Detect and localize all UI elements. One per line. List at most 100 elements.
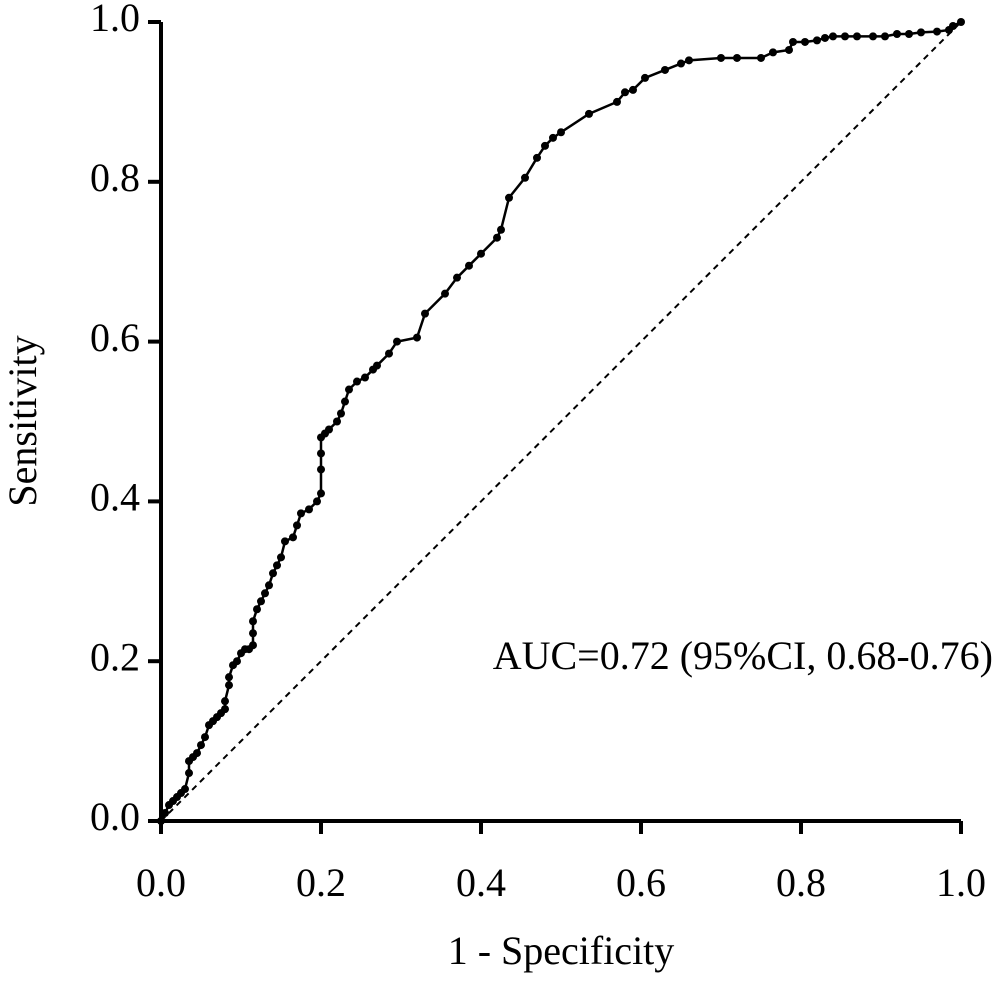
roc-point <box>317 465 325 474</box>
roc-point <box>733 53 741 62</box>
roc-point <box>185 769 193 778</box>
roc-point <box>253 605 261 614</box>
roc-point <box>261 589 269 598</box>
roc-point <box>201 733 209 742</box>
roc-point <box>829 32 837 41</box>
roc-point <box>341 397 349 406</box>
roc-point <box>613 97 621 106</box>
roc-point <box>181 785 189 794</box>
roc-point <box>249 617 257 626</box>
roc-point <box>497 225 505 234</box>
roc-point <box>881 32 889 41</box>
roc-point <box>333 417 341 426</box>
roc-point <box>821 33 829 42</box>
reference-line <box>160 21 962 822</box>
roc-point <box>345 385 353 394</box>
roc-point <box>905 29 913 38</box>
annotation: AUC=0.72 (95%CI, 0.68-0.76) <box>493 633 993 678</box>
roc-point <box>453 273 461 282</box>
roc-point <box>629 85 637 94</box>
roc-point <box>521 173 529 182</box>
roc-point <box>505 193 513 202</box>
roc-point <box>265 581 273 590</box>
roc-point <box>273 561 281 570</box>
roc-point <box>957 18 965 26</box>
x-tick-label: 0.0 <box>136 860 186 905</box>
roc-point <box>289 533 297 542</box>
roc-point <box>933 27 941 36</box>
roc-point <box>393 337 401 346</box>
roc-point <box>769 48 777 57</box>
roc-point <box>233 657 241 666</box>
roc-point <box>641 73 649 82</box>
roc-point <box>869 32 877 41</box>
roc-point <box>533 153 541 162</box>
roc-point <box>421 309 429 318</box>
roc-point <box>317 489 325 498</box>
x-tick-label: 0.2 <box>296 860 346 905</box>
roc-point <box>317 449 325 458</box>
roc-point <box>441 289 449 298</box>
y-tick-label: 0.0 <box>90 794 140 839</box>
roc-point <box>325 425 333 434</box>
roc-point <box>225 681 233 690</box>
x-tick-label: 0.6 <box>616 860 666 905</box>
roc-point <box>477 249 485 258</box>
roc-point <box>221 697 229 706</box>
roc-point <box>161 809 169 818</box>
roc-point <box>225 673 233 682</box>
roc-point <box>157 817 165 825</box>
roc-point <box>853 32 861 41</box>
roc-point <box>249 629 257 638</box>
roc-point <box>353 377 361 386</box>
y-tick-label: 1.0 <box>90 0 140 40</box>
roc-point <box>249 641 257 650</box>
roc-point <box>677 59 685 68</box>
roc-point <box>297 509 305 518</box>
roc-point <box>801 37 809 46</box>
roc-point <box>305 505 313 514</box>
roc-point <box>917 28 925 37</box>
roc-point <box>493 233 501 242</box>
roc-point <box>313 497 321 506</box>
roc-point <box>361 373 369 382</box>
roc-point <box>385 349 393 358</box>
y-tick-label: 0.6 <box>90 315 140 360</box>
roc-point <box>221 705 229 714</box>
roc-point <box>557 128 565 137</box>
roc-point <box>413 333 421 342</box>
x-tick-label: 1.0 <box>936 860 986 905</box>
y-tick-label: 0.4 <box>90 475 140 520</box>
roc-point <box>373 361 381 370</box>
roc-point <box>841 32 849 41</box>
y-tick-label: 0.2 <box>90 634 140 679</box>
x-tick-label: 0.4 <box>456 860 506 905</box>
roc-point <box>685 56 693 65</box>
roc-point <box>193 749 201 758</box>
roc-point <box>661 65 669 74</box>
roc-point <box>337 409 345 418</box>
roc-point <box>281 537 289 546</box>
roc-point <box>585 109 593 118</box>
x-axis-label: 1 - Specificity <box>448 928 675 973</box>
roc-point <box>465 261 473 270</box>
roc-point <box>277 553 285 562</box>
roc-point <box>257 597 265 606</box>
roc-point <box>621 88 629 97</box>
roc-point <box>789 37 797 46</box>
roc-point <box>785 45 793 54</box>
x-tick-label: 0.8 <box>776 860 826 905</box>
roc-point <box>269 569 277 578</box>
roc-point <box>893 29 901 38</box>
roc-point <box>197 741 205 750</box>
y-axis-label: Sensitivity <box>0 335 45 506</box>
roc-point <box>717 53 725 62</box>
y-tick-label: 0.8 <box>90 155 140 200</box>
roc-point <box>549 133 557 142</box>
roc-point <box>293 521 301 530</box>
roc-point <box>813 36 821 45</box>
roc-point <box>541 141 549 150</box>
roc-point <box>757 53 765 62</box>
roc-point <box>949 21 957 30</box>
